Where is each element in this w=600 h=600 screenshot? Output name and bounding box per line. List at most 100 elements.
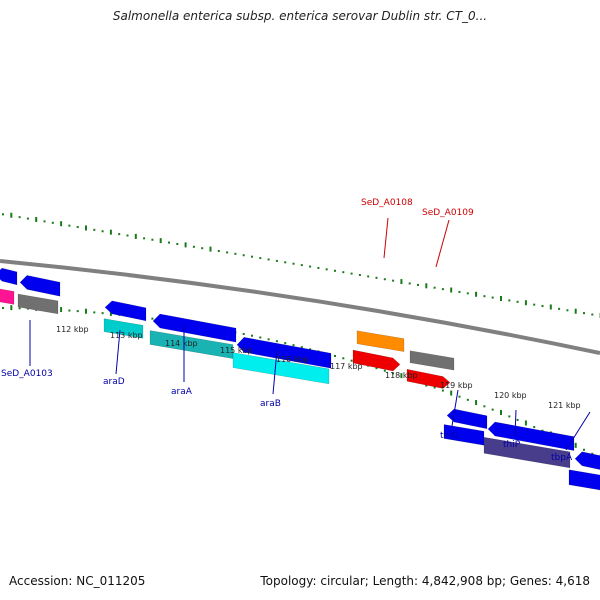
gc-mark xyxy=(93,228,96,231)
gc-mark xyxy=(275,259,278,262)
gene-label-thiq: thiQ xyxy=(440,431,459,441)
gc-mark xyxy=(574,442,577,448)
gc-mark xyxy=(566,309,569,312)
gc-mark xyxy=(591,452,594,455)
gc-mark xyxy=(350,359,353,362)
accession-text: Accession: NC_011205 xyxy=(9,574,146,588)
gc-mark xyxy=(10,212,13,218)
gene-feature xyxy=(152,313,237,343)
map-title: Salmonella enterica subsp. enterica sero… xyxy=(112,9,488,23)
gc-mark xyxy=(591,313,594,316)
gene-feature xyxy=(409,350,455,371)
gc-mark xyxy=(68,309,71,312)
backbone-line xyxy=(0,259,600,355)
gc-mark xyxy=(259,257,262,260)
backbone-track xyxy=(0,259,600,355)
gc-mark xyxy=(35,216,38,222)
gc-mark xyxy=(68,224,71,227)
gene-labels: SeD_A0103 araD araA araB thiQ thiP tbpA SeD_A01… xyxy=(1,198,591,463)
gc-mark xyxy=(2,213,4,216)
gene-feature xyxy=(406,368,451,389)
gc-mark xyxy=(118,233,121,236)
gc-mark xyxy=(516,418,519,421)
gene-label-arad: araD xyxy=(103,377,125,387)
scale-tick-label: 115 kbp xyxy=(220,346,253,355)
label-leader-line xyxy=(514,409,517,437)
gc-mark xyxy=(392,279,395,282)
gene-label-sed_a0109: SeD_A0109 xyxy=(422,208,474,218)
gene-feature xyxy=(0,288,15,305)
gc-mark xyxy=(309,265,312,268)
gc-mark xyxy=(251,255,253,258)
gene-feature xyxy=(17,293,59,315)
gc-mark xyxy=(76,310,79,313)
gc-mark xyxy=(417,283,419,286)
gc-mark xyxy=(101,230,104,233)
gc-mark xyxy=(151,238,154,241)
gene-feature xyxy=(487,421,575,451)
gc-mark xyxy=(226,251,229,254)
gene-feature xyxy=(352,349,401,372)
gc-mark xyxy=(18,216,21,219)
gc-mark xyxy=(267,258,270,261)
gc-mark xyxy=(466,398,469,401)
gc-mark xyxy=(500,410,502,415)
label-leader-line xyxy=(435,219,450,268)
scale-tick-label: 116 kbp xyxy=(276,355,309,364)
gene-feature xyxy=(236,337,332,369)
scale-tick-label: 118 kbp xyxy=(385,371,418,380)
gc-mark xyxy=(267,338,270,341)
topology-text: Topology: circular; Length: 4,842,908 bp… xyxy=(260,574,590,588)
gc-mark xyxy=(43,220,46,223)
gc-mark xyxy=(350,272,353,275)
gc-mark xyxy=(342,357,345,360)
gc-mark xyxy=(18,307,21,310)
gc-mark xyxy=(475,400,478,406)
gc-mark xyxy=(466,292,469,295)
gc-mark xyxy=(441,288,444,291)
gc-mark xyxy=(85,225,87,231)
gc-mark xyxy=(317,266,320,269)
gc-mark xyxy=(500,296,502,301)
scale-tick-label: 112 kbp xyxy=(56,325,89,334)
gc-mark xyxy=(242,332,245,335)
gc-mark xyxy=(309,348,312,351)
gene-label-sed_a0103: SeD_A0103 xyxy=(1,369,53,379)
gc-mark xyxy=(60,307,63,313)
gc-mark xyxy=(383,369,386,372)
gene-feature xyxy=(0,267,18,286)
gc-mark xyxy=(217,250,220,253)
gene-feature xyxy=(446,408,488,430)
gene-label-sed_a0108: SeD_A0108 xyxy=(361,198,413,208)
gc-mark xyxy=(508,415,511,418)
gc-mark xyxy=(234,252,237,255)
gc-mark xyxy=(392,372,395,375)
gc-mark xyxy=(2,307,4,310)
gc-mark xyxy=(574,308,577,314)
label-leader-line xyxy=(115,329,121,375)
gc-mark xyxy=(375,276,378,279)
scale-tick-label: 117 kbp xyxy=(330,362,363,371)
gc-mark xyxy=(483,295,486,298)
label-leader-line xyxy=(451,389,459,427)
gc-mark xyxy=(508,299,511,302)
gc-mark xyxy=(425,283,428,289)
gc-mark xyxy=(433,286,436,289)
gc-mark xyxy=(184,242,187,248)
gene-feature xyxy=(483,436,571,469)
gc-mark xyxy=(168,241,170,244)
gc-mark xyxy=(450,390,453,396)
gc-mark xyxy=(292,262,295,265)
gc-mark xyxy=(275,340,278,343)
gc-mark xyxy=(10,305,13,311)
gc-mark xyxy=(251,334,253,337)
scale-tick-label: 119 kbp xyxy=(440,381,473,390)
gc-mark xyxy=(533,426,536,429)
gc-mark xyxy=(109,310,112,316)
gc-mark xyxy=(192,245,195,248)
gc-mark xyxy=(85,308,87,314)
gc-mark xyxy=(516,300,519,303)
gc-mark xyxy=(549,304,552,310)
gc-mark xyxy=(533,303,536,306)
gc-mark xyxy=(60,221,63,227)
